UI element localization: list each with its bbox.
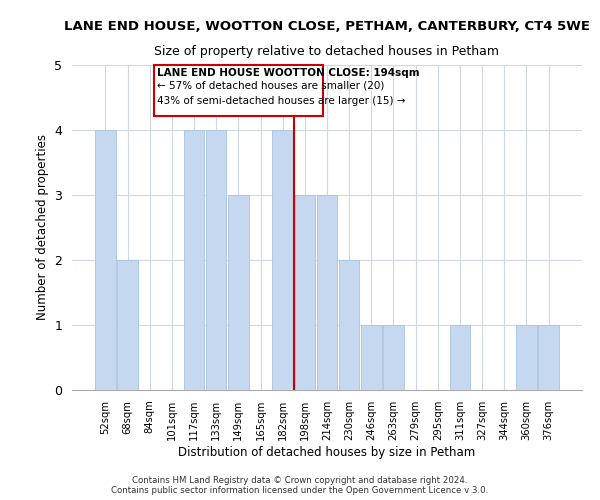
FancyBboxPatch shape xyxy=(154,65,323,116)
Bar xyxy=(361,325,382,390)
Text: LANE END HOUSE, WOOTTON CLOSE, PETHAM, CANTERBURY, CT4 5WE: LANE END HOUSE, WOOTTON CLOSE, PETHAM, C… xyxy=(64,20,590,33)
Text: LANE END HOUSE WOOTTON CLOSE: 194sqm: LANE END HOUSE WOOTTON CLOSE: 194sqm xyxy=(157,68,419,78)
Text: Contains HM Land Registry data © Crown copyright and database right 2024.: Contains HM Land Registry data © Crown c… xyxy=(132,476,468,485)
X-axis label: Distribution of detached houses by size in Petham: Distribution of detached houses by size … xyxy=(178,446,476,458)
Bar xyxy=(184,130,204,390)
Bar xyxy=(118,260,138,390)
Bar xyxy=(317,195,337,390)
Text: Contains public sector information licensed under the Open Government Licence v : Contains public sector information licen… xyxy=(112,486,488,495)
Text: Size of property relative to detached houses in Petham: Size of property relative to detached ho… xyxy=(155,45,499,58)
Bar xyxy=(206,130,226,390)
Bar xyxy=(339,260,359,390)
Bar xyxy=(228,195,248,390)
Bar xyxy=(538,325,559,390)
Bar xyxy=(95,130,116,390)
Y-axis label: Number of detached properties: Number of detached properties xyxy=(36,134,49,320)
Bar xyxy=(383,325,404,390)
Text: ← 57% of detached houses are smaller (20): ← 57% of detached houses are smaller (20… xyxy=(157,81,384,91)
Text: 43% of semi-detached houses are larger (15) →: 43% of semi-detached houses are larger (… xyxy=(157,96,405,106)
Bar xyxy=(516,325,536,390)
Bar xyxy=(295,195,315,390)
Bar xyxy=(272,130,293,390)
Bar xyxy=(450,325,470,390)
